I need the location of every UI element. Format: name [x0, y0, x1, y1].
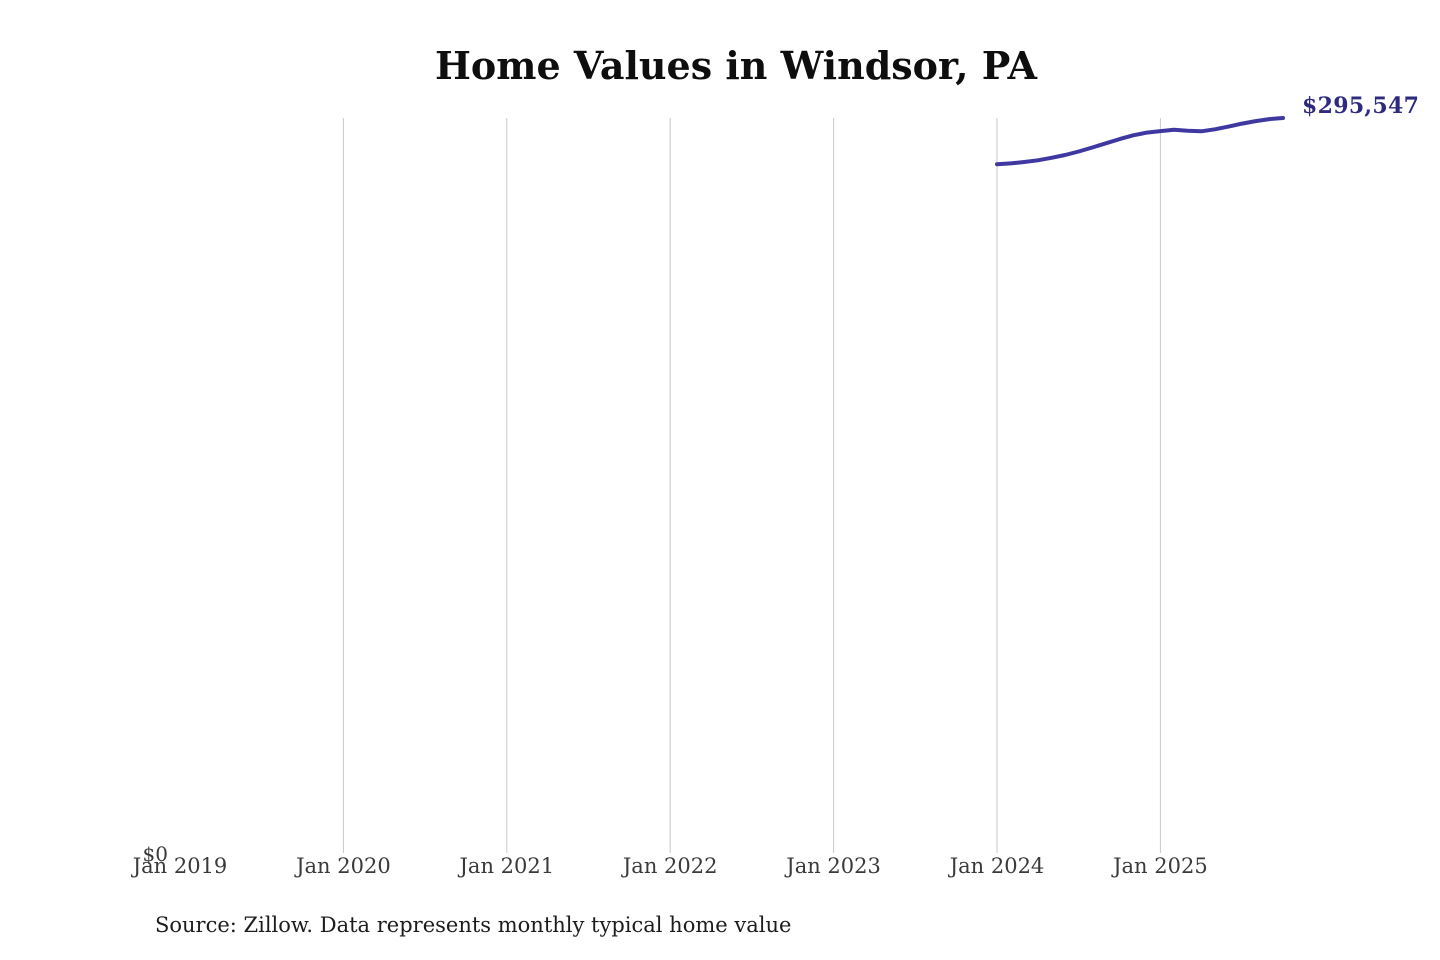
x-tick-label: Jan 2024	[949, 854, 1045, 878]
x-tick-label: Jan 2021	[459, 854, 555, 878]
x-tick-label: Jan 2025	[1113, 854, 1208, 878]
source-note: Source: Zillow. Data represents monthly …	[155, 913, 792, 937]
y-axis-zero-label: $0	[142, 842, 168, 866]
home-value-line	[995, 116, 1285, 167]
latest-value-label: $295,547	[1302, 93, 1420, 119]
x-tick-label: Jan 2022	[622, 854, 718, 878]
x-tick-label: Jan 2023	[786, 854, 881, 878]
x-tick-label: Jan 2019	[132, 854, 228, 878]
chart-title: Home Values in Windsor, PA	[434, 43, 1038, 88]
x-tick-label: Jan 2020	[296, 854, 391, 878]
